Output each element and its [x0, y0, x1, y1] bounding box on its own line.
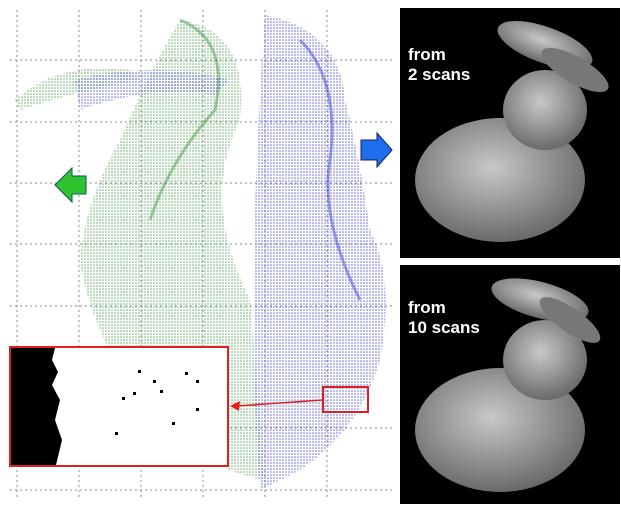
left-arrow [55, 168, 86, 202]
panel-label-line: 10 scans [408, 318, 480, 337]
page: {"panels": [{"label_lines": ["from", "2 … [0, 0, 621, 506]
panel-label-line: 2 scans [408, 65, 470, 84]
inset [10, 347, 228, 466]
panel-label-line: from [408, 298, 446, 317]
right-arrow [361, 133, 392, 167]
figure: from 2 scans from 10 scans [0, 0, 621, 506]
panel-label-line: from [408, 45, 446, 64]
panel-top: from 2 scans [400, 8, 620, 258]
panel-bottom: from 10 scans [400, 265, 620, 504]
